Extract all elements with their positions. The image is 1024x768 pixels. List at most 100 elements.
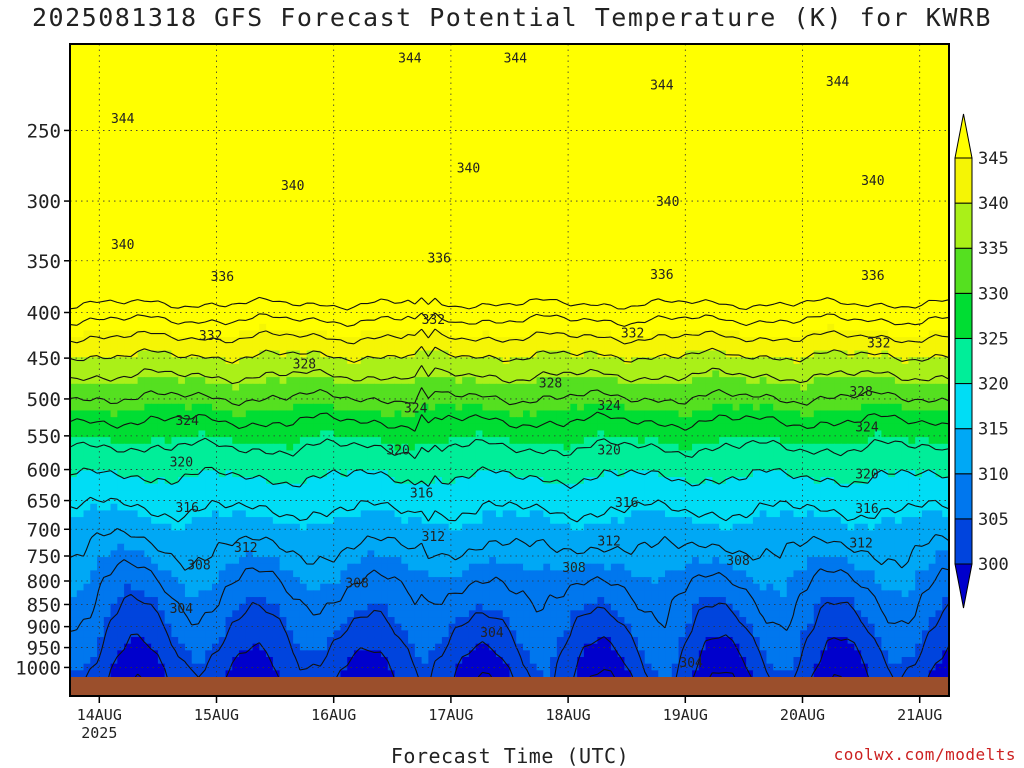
contour-cell <box>367 110 375 118</box>
contour-cell <box>752 283 761 292</box>
contour-cell <box>157 203 166 212</box>
contour-cell <box>381 290 389 298</box>
contour-cell <box>908 70 916 78</box>
contour-cell <box>394 277 402 285</box>
contour-cell <box>164 283 173 292</box>
contour-cell <box>198 250 206 258</box>
contour-cell <box>678 163 686 172</box>
contour-cell <box>259 243 267 252</box>
contour-cell <box>759 237 768 245</box>
contour-cell <box>110 143 118 152</box>
contour-cell <box>482 197 490 205</box>
contour-cell <box>468 217 477 225</box>
contour-cell <box>847 157 855 165</box>
contour-cell <box>144 103 152 112</box>
contour-cell <box>834 110 842 118</box>
contour-cell <box>462 263 470 272</box>
contour-cell <box>340 97 348 105</box>
contour-cell <box>299 210 308 218</box>
contour-cell <box>374 97 382 105</box>
contour-cell <box>164 203 173 212</box>
contour-cell <box>198 263 206 272</box>
contour-cell <box>861 223 869 232</box>
contour-cell <box>266 90 274 98</box>
contour-cell <box>874 90 882 98</box>
contour-cell <box>577 250 585 258</box>
contour-cell <box>590 197 598 205</box>
contour-cell <box>637 143 646 152</box>
contour-cell <box>110 83 118 92</box>
contour-cell <box>901 163 910 172</box>
contour-cell <box>144 297 152 305</box>
contour-cell <box>381 170 389 178</box>
contour-cell <box>935 103 943 112</box>
contour-cell <box>807 250 815 258</box>
contour-cell <box>421 283 429 292</box>
contour-cell <box>272 297 281 305</box>
contour-cell <box>245 217 254 225</box>
contour-cell <box>610 97 619 105</box>
contour-cell <box>205 203 213 212</box>
contour-cell <box>97 137 105 145</box>
contour-cell <box>705 83 713 92</box>
contour-cell <box>712 110 720 118</box>
contour-cell <box>665 143 673 152</box>
contour-cell <box>164 243 173 252</box>
contour-cell <box>286 277 294 285</box>
contour-cell <box>773 197 781 205</box>
contour-cell <box>807 137 815 145</box>
contour-cell <box>779 230 788 238</box>
contour-cell <box>637 110 646 118</box>
contour-cell <box>475 183 484 192</box>
contour-cell <box>604 250 612 258</box>
contour-cell <box>624 50 632 58</box>
contour-cell <box>807 283 815 292</box>
contour-cell <box>137 97 145 105</box>
contour-cell <box>881 183 889 192</box>
contour-cell <box>631 90 639 98</box>
contour-cell <box>462 250 470 258</box>
contour-cell <box>563 197 571 205</box>
contour-cell <box>570 137 578 145</box>
contour-cell <box>867 223 876 232</box>
contour-cell <box>590 70 598 78</box>
contour-cell <box>266 83 274 92</box>
contour-cell <box>732 177 740 185</box>
contour-cell <box>563 44 571 52</box>
contour-cell <box>475 110 484 118</box>
contour-cell <box>901 103 910 112</box>
contour-cell <box>881 250 889 258</box>
contour-cell <box>326 203 335 212</box>
contour-cell <box>178 277 186 285</box>
contour-cell <box>448 230 457 238</box>
contour-cell <box>665 263 673 272</box>
contour-cell <box>644 137 653 145</box>
contour-cell <box>550 130 558 138</box>
contour-cell <box>894 230 903 238</box>
contour-cell <box>671 44 680 52</box>
contour-cell <box>894 217 903 225</box>
contour-cell <box>516 157 524 165</box>
contour-cell <box>570 217 578 225</box>
contour-cell <box>820 270 828 278</box>
contour-cell <box>225 97 233 105</box>
contour-cell <box>827 277 835 285</box>
contour-cell <box>455 90 463 98</box>
contour-cell <box>387 223 396 232</box>
contour-cell <box>847 177 855 185</box>
contour-cell <box>861 177 869 185</box>
contour-cell <box>97 123 105 132</box>
contour-cell <box>861 210 869 218</box>
contour-cell <box>563 210 571 218</box>
contour-cell <box>293 263 301 272</box>
contour-cell <box>333 270 342 278</box>
contour-cell <box>421 177 429 185</box>
contour-cell <box>387 183 396 192</box>
contour-cell <box>124 217 132 225</box>
contour-cell <box>76 123 85 132</box>
contour-cell <box>766 57 774 65</box>
contour-cell <box>942 237 949 245</box>
contour-cell <box>915 57 923 65</box>
contour-cell <box>441 83 450 92</box>
contour-cell <box>401 237 409 245</box>
